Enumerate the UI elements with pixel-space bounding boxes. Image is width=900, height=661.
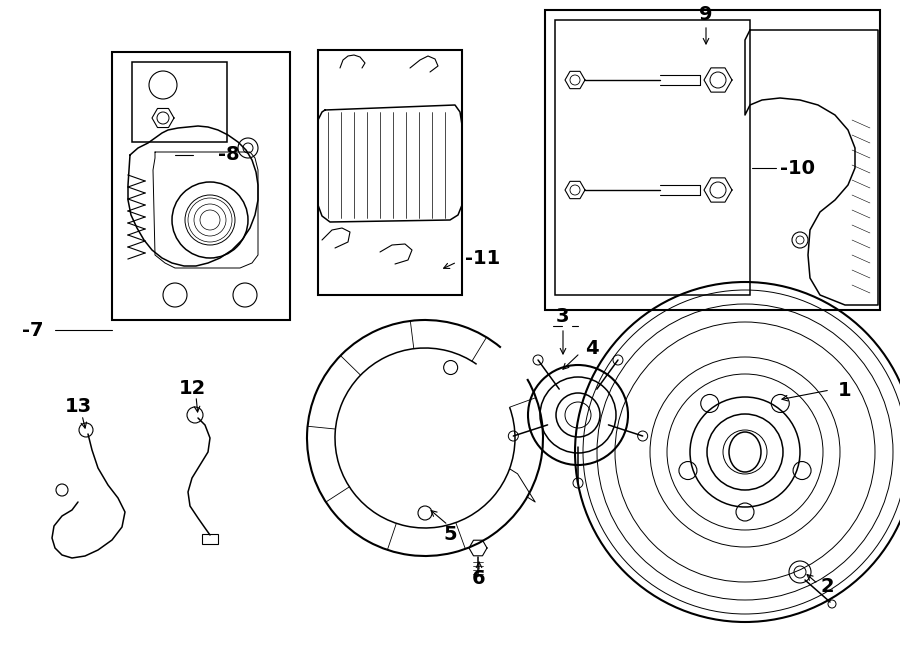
Bar — [318, 50, 462, 295]
Text: 13: 13 — [65, 397, 92, 416]
Text: 2: 2 — [820, 578, 833, 596]
Bar — [545, 10, 880, 310]
Bar — [112, 52, 290, 320]
Text: 12: 12 — [178, 379, 205, 397]
Text: 3: 3 — [555, 307, 569, 325]
Bar — [202, 534, 218, 544]
Bar — [555, 20, 750, 295]
Text: 5: 5 — [443, 524, 457, 543]
Text: 6: 6 — [472, 568, 486, 588]
Text: -10: -10 — [780, 159, 815, 178]
Text: 4: 4 — [585, 338, 598, 358]
Text: 9: 9 — [699, 5, 713, 24]
Text: -11: -11 — [465, 249, 500, 268]
Text: -7: -7 — [22, 321, 43, 340]
Bar — [132, 62, 227, 142]
Text: 1: 1 — [838, 381, 851, 399]
Text: -8: -8 — [218, 145, 239, 165]
